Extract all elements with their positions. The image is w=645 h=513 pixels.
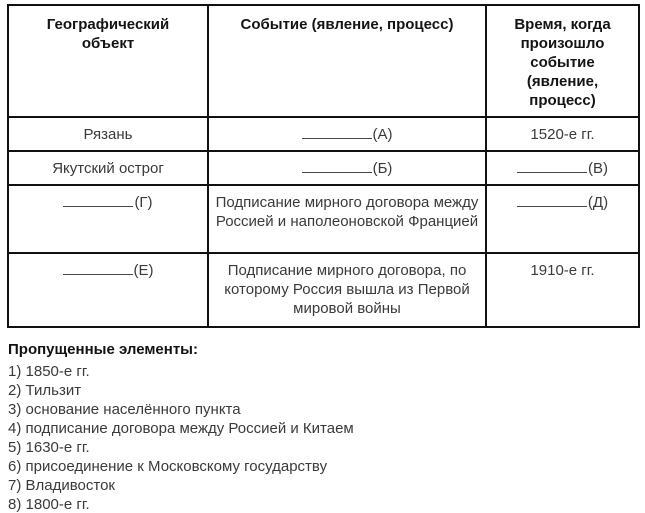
event-text: Подписание мирного договора между Россие… <box>215 194 479 230</box>
time-text: 1520-е гг. <box>530 126 595 143</box>
cell-object: (Г) <box>7 184 209 254</box>
list-item: 2) Тильзит <box>8 382 82 399</box>
object-text: Рязань <box>83 126 133 143</box>
cell-time: (Д) <box>485 184 640 254</box>
cell-time: (В) <box>485 150 640 186</box>
column-header-event: Событие (явление, процесс) <box>207 4 487 118</box>
blank-line <box>516 193 587 207</box>
list-item: 1) 1850-е гг. <box>8 363 90 380</box>
blank-label-a: (А) <box>372 126 393 143</box>
missing-elements-title: Пропущенные элементы: <box>8 341 198 358</box>
blank-label-d: (Д) <box>587 194 609 211</box>
cell-event: Подписание мирного договора, по которому… <box>207 252 487 328</box>
table-row: (Е) Подписание мирного договора, по кото… <box>7 252 640 328</box>
column-header-geographic-object: Географический объект <box>7 4 209 118</box>
blank-line <box>301 125 372 139</box>
cell-object: Якутский острог <box>7 150 209 186</box>
blank-label-v: (В) <box>588 160 608 177</box>
time-text: 1910-е гг. <box>530 262 595 279</box>
list-item: 8) 1800-е гг. <box>8 496 90 513</box>
worksheet-page: Географический объект Событие (явление, … <box>0 4 645 513</box>
list-item: 3) основание населённого пункта <box>8 401 241 418</box>
cell-object: Рязань <box>7 116 209 152</box>
matching-table: Географический объект Событие (явление, … <box>7 4 640 328</box>
blank-label-b: (Б) <box>372 160 393 177</box>
cell-object: (Е) <box>7 252 209 328</box>
blank-line <box>301 159 372 173</box>
list-item: 7) Владивосток <box>8 477 115 494</box>
event-text: Подписание мирного договора, по которому… <box>224 262 470 317</box>
missing-elements-section: Пропущенные элементы: 1) 1850-е гг. 2) Т… <box>8 341 645 513</box>
column-header-time: Время, когда произошло событие (явление,… <box>485 4 640 118</box>
blank-line <box>517 159 587 173</box>
cell-event: (А) <box>207 116 487 152</box>
table-row: (Г) Подписание мирного договора между Ро… <box>7 184 640 254</box>
blank-line <box>62 261 133 275</box>
blank-label-g: (Г) <box>134 194 153 211</box>
header-row: Географический объект Событие (явление, … <box>7 4 640 118</box>
table-row: Якутский острог (Б) (В) <box>7 150 640 186</box>
cell-time: 1520-е гг. <box>485 116 640 152</box>
table-row: Рязань (А) 1520-е гг. <box>7 116 640 152</box>
list-item: 6) присоединение к Московскому государст… <box>8 458 328 475</box>
list-item: 5) 1630-е гг. <box>8 439 90 456</box>
cell-event: Подписание мирного договора между Россие… <box>207 184 487 254</box>
cell-time: 1910-е гг. <box>485 252 640 328</box>
object-text: Якутский острог <box>52 160 164 177</box>
blank-label-e: (Е) <box>133 262 154 279</box>
list-item: 4) подписание договора между Россией и К… <box>8 420 354 437</box>
cell-event: (Б) <box>207 150 487 186</box>
blank-line <box>63 193 134 207</box>
